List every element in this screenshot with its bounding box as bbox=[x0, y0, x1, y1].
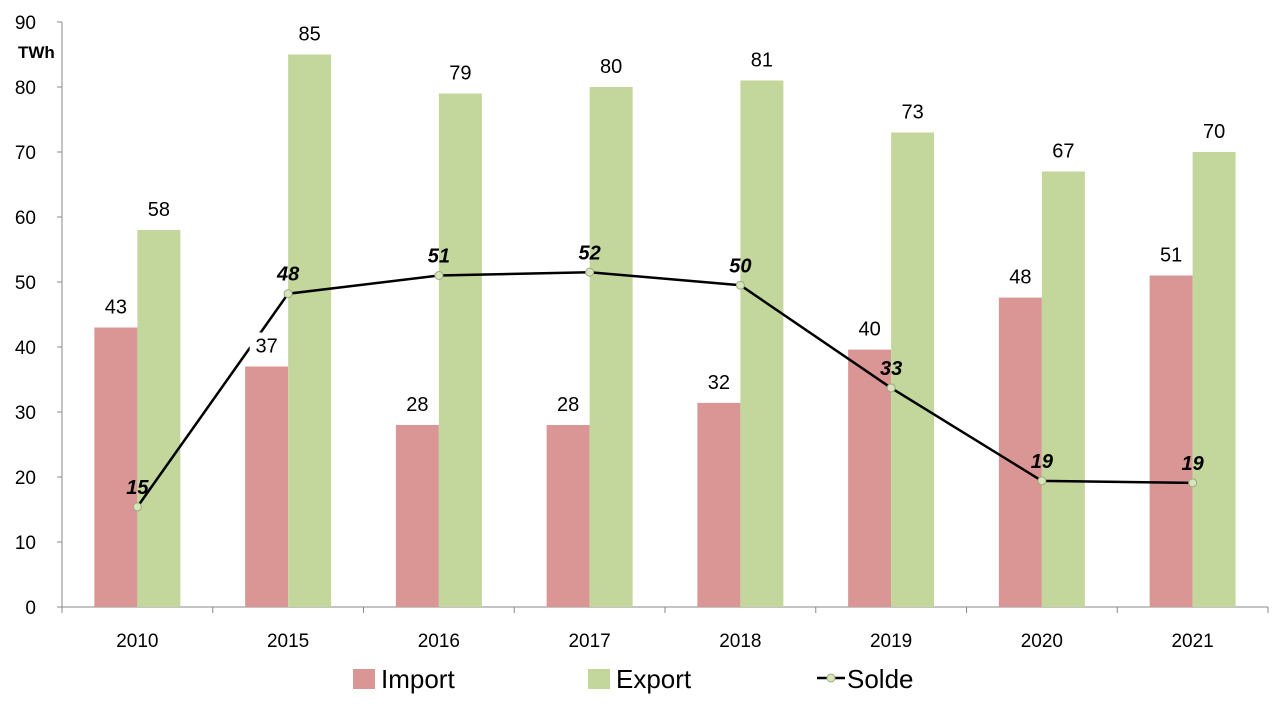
export-data-label: 70 bbox=[1203, 121, 1225, 143]
legend-marker-solde bbox=[826, 673, 836, 683]
x-tick-label: 2016 bbox=[418, 631, 460, 652]
solde-line bbox=[136, 270, 1193, 508]
import-bar bbox=[245, 366, 289, 607]
export-data-label: 67 bbox=[1052, 141, 1074, 163]
legend-swatch-import bbox=[353, 669, 375, 689]
import-data-label: 40 bbox=[859, 319, 881, 341]
solde-marker bbox=[132, 502, 142, 512]
import-data-label: 28 bbox=[406, 394, 428, 416]
label-bg bbox=[292, 20, 327, 47]
solde-marker bbox=[1037, 476, 1047, 486]
legend-label-export: Export bbox=[616, 664, 692, 694]
export-data-label: 85 bbox=[299, 24, 321, 46]
solde-marker bbox=[735, 280, 745, 290]
x-tick-label: 2015 bbox=[267, 631, 309, 652]
import-bar bbox=[395, 425, 439, 607]
y-tick-label: 20 bbox=[15, 468, 36, 489]
legend-swatch-export bbox=[588, 669, 610, 689]
export-bar bbox=[589, 87, 633, 607]
import-data-label: 51 bbox=[1160, 245, 1182, 267]
label-bg bbox=[551, 391, 586, 417]
solde-data-label: 51 bbox=[428, 246, 450, 268]
import-bar bbox=[546, 425, 590, 607]
x-tick-label: 2021 bbox=[1171, 631, 1213, 652]
label-bg bbox=[895, 98, 930, 125]
y-tick-label: 30 bbox=[15, 403, 36, 424]
label-bg bbox=[594, 53, 629, 79]
solde-marker bbox=[886, 383, 896, 393]
legend: Import Export Solde bbox=[353, 664, 914, 694]
solde-data-label: 33 bbox=[880, 358, 902, 380]
export-bar bbox=[137, 230, 181, 607]
export-bar bbox=[438, 93, 482, 607]
unit-label: TWh bbox=[18, 43, 55, 62]
legend-label-import: Import bbox=[381, 664, 455, 694]
import-data-label: 43 bbox=[105, 297, 127, 319]
x-tick-label: 2019 bbox=[870, 631, 912, 652]
x-tick-label: 2020 bbox=[1021, 631, 1063, 652]
import-data-label: 37 bbox=[256, 336, 278, 358]
import-data-label: 28 bbox=[557, 394, 579, 416]
y-tick-label: 50 bbox=[15, 273, 36, 294]
import-bar bbox=[697, 402, 741, 607]
solde-data-label: 50 bbox=[729, 255, 751, 277]
solde-data-label: 52 bbox=[579, 242, 601, 264]
label-bg bbox=[443, 59, 478, 86]
import-bar bbox=[94, 327, 138, 607]
export-data-label: 79 bbox=[449, 63, 471, 85]
export-data-label: 73 bbox=[902, 102, 924, 124]
y-tick-label: 70 bbox=[15, 143, 36, 164]
label-bg bbox=[249, 332, 284, 359]
label-bg bbox=[744, 46, 779, 73]
solde-marker bbox=[1188, 478, 1198, 488]
x-tick-label: 2018 bbox=[719, 631, 761, 652]
legend-label-solde: Solde bbox=[847, 664, 914, 694]
export-bar bbox=[891, 132, 935, 607]
solde-data-label: 15 bbox=[126, 477, 149, 499]
y-tick-label: 10 bbox=[15, 533, 36, 554]
y-tick-label: 60 bbox=[15, 208, 36, 229]
solde-data-label: 19 bbox=[1182, 453, 1205, 475]
solde-marker bbox=[585, 267, 595, 277]
x-tick-label: 2010 bbox=[116, 631, 158, 652]
label-bg bbox=[1197, 118, 1232, 144]
export-bar bbox=[1041, 171, 1085, 607]
solde-marker bbox=[283, 289, 293, 299]
export-bar bbox=[740, 80, 784, 607]
solde-data-label: 48 bbox=[276, 264, 300, 286]
import-bar bbox=[998, 297, 1042, 607]
export-data-label: 81 bbox=[751, 50, 773, 72]
y-tick-label: 0 bbox=[25, 598, 36, 619]
label-bg bbox=[701, 368, 736, 395]
import-bar bbox=[1149, 275, 1193, 607]
x-tick-label: 2017 bbox=[568, 631, 610, 652]
label-bg bbox=[1003, 263, 1038, 290]
label-bg bbox=[852, 315, 887, 342]
y-tick-label: 80 bbox=[15, 78, 36, 99]
export-data-label: 80 bbox=[600, 56, 622, 78]
export-data-label: 58 bbox=[148, 199, 170, 221]
label-bg bbox=[400, 391, 435, 417]
solde-marker bbox=[434, 271, 444, 280]
import-data-label: 32 bbox=[708, 372, 730, 394]
import-bar bbox=[848, 349, 892, 607]
label-bg bbox=[1154, 241, 1189, 268]
import-data-label: 48 bbox=[1009, 267, 1031, 289]
label-bg bbox=[141, 196, 176, 222]
y-tick-label: 40 bbox=[15, 338, 36, 359]
export-bar bbox=[1192, 152, 1236, 607]
y-tick-label: 90 bbox=[15, 13, 36, 34]
label-bg bbox=[1046, 137, 1081, 164]
solde-data-label: 19 bbox=[1031, 451, 1054, 473]
label-bg bbox=[98, 293, 133, 320]
export-bar bbox=[288, 54, 332, 607]
